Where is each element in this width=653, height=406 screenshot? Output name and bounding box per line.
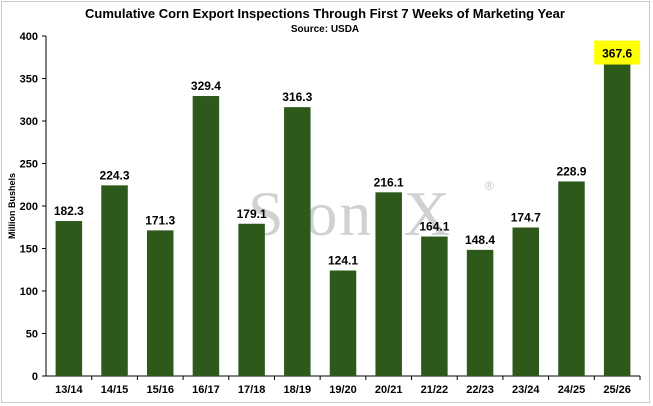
x-tick-label: 13/14 [55,384,83,396]
watermark-text: StoneX [248,178,452,249]
data-label: 124.1 [328,254,358,268]
data-label: 367.6 [602,47,632,61]
x-tick-label: 25/26 [603,384,631,396]
chart-title: Cumulative Corn Export Inspections Throu… [85,6,565,21]
x-tick-label: 16/17 [192,384,220,396]
y-axis-title: Million Bushels [7,173,17,239]
y-tick-label: 100 [20,286,38,298]
x-tick-label: 15/16 [146,384,174,396]
data-label: 216.1 [374,175,404,189]
data-label-highlight [594,40,641,65]
data-label: 179.1 [237,207,267,221]
bar [421,236,448,376]
y-tick-label: 150 [20,244,38,256]
plot-area: 0 50 100 150 200 250 300 350 400 13/14 182.3 14/15 2… [20,31,641,396]
bar [512,227,540,376]
stonex-watermark: StoneX ® [248,178,494,249]
bar [375,192,402,376]
bar [284,107,311,377]
x-tick-label: 21/22 [421,384,449,396]
watermark-registered-mark: ® [485,179,494,193]
data-label: 174.7 [511,211,541,225]
y-tick-label: 250 [20,159,38,171]
data-label: 329.4 [191,79,221,93]
data-label: 164.1 [419,220,449,234]
bar [603,63,631,376]
x-tick-label: 20/21 [375,384,403,396]
x-tick-label: 18/19 [284,384,312,396]
chart-subtitle: Source: USDA [291,24,359,35]
bar [466,249,494,376]
y-tick-label: 300 [20,116,38,128]
bar [558,181,585,376]
bar [146,230,174,376]
bar [55,221,83,376]
data-label: 182.3 [54,204,84,218]
x-tick-label: 14/15 [101,384,129,396]
bar [238,223,265,376]
y-tick-label: 200 [20,201,38,213]
bar [192,96,220,376]
bar [101,185,128,376]
x-tick-label: 22/23 [466,384,494,396]
y-tick-label: 0 [32,371,38,383]
data-label: 171.3 [145,213,175,227]
data-label: 224.3 [100,168,130,182]
y-tick-label: 400 [20,31,38,43]
x-tick-label: 17/18 [238,384,266,396]
data-label: 316.3 [282,90,312,104]
x-tick-label: 24/25 [558,384,586,396]
bar [329,270,357,376]
x-tick-label: 19/20 [329,384,357,396]
data-label: 148.4 [465,233,495,247]
data-label: 228.9 [556,164,586,178]
y-tick-label: 350 [20,74,38,86]
x-tick-label: 23/24 [512,384,540,396]
y-tick-label: 50 [26,329,38,341]
